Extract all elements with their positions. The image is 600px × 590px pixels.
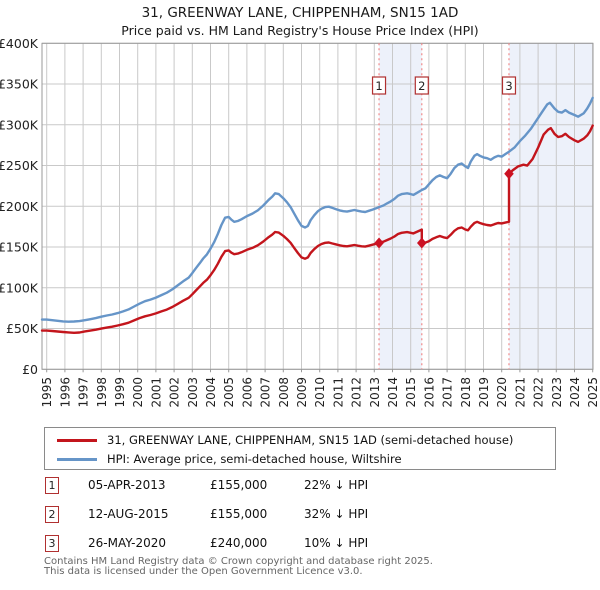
footer-line1: Contains HM Land Registry data © Crown c… [44,556,433,567]
sale-marker [504,168,514,180]
x-tick-label: 2002 [168,377,182,408]
x-tick-label: 2008 [277,377,291,408]
y-tick-label: £300K [0,117,39,132]
sale-row-date: 12-AUG-2015 [88,507,169,521]
sale-number-label: 2 [418,79,425,93]
x-tick-label: 2011 [331,377,345,408]
price-history-chart: 1 2 3 £0 £50K £100K £150K £200K £250K £300K £350K £… [0,36,600,408]
x-tick-label: 2015 [404,377,418,408]
legend-line-swatch [57,457,97,461]
x-tick-label: 2012 [350,377,364,408]
y-tick-label: £50K [6,321,39,336]
x-tick-label: 2018 [459,377,473,408]
x-tick-label: 2022 [532,377,546,408]
sale-row-price: £240,000 [210,536,268,550]
y-tick-label: £100K [0,280,39,295]
legend-item: HPI: Average price, semi-detached house,… [45,449,402,469]
sale-row-date: 05-APR-2013 [88,478,166,492]
x-tick-label: 2000 [131,377,145,408]
x-tick-label: 2025 [586,377,600,408]
price-paid-line [40,124,594,334]
y-tick-label: £200K [0,199,39,214]
chart-title: 31, GREENWAY LANE, CHIPPENHAM, SN15 1AD [141,5,459,21]
x-tick-label: 2003 [186,377,200,408]
footer-line2: This data is licensed under the Open Gov… [44,565,363,577]
y-tick-label: £250K [0,158,39,173]
sale-row-hpi-delta: 22% ↓ HPI [304,478,369,492]
legend-line-swatch [57,438,97,442]
x-tick-label: 2006 [240,377,254,408]
legend-label: HPI: Average price, semi-detached house,… [107,452,402,466]
sale-row-number: 3 [45,535,59,552]
y-tick-label: £150K [0,240,39,255]
legend-item: 31, GREENWAY LANE, CHIPPENHAM, SN15 1AD … [45,430,513,450]
sale-row-hpi-delta: 32% ↓ HPI [304,507,369,521]
x-tick-label: 2013 [368,377,382,408]
sale-number-box [414,76,429,95]
sale-number-box [501,76,517,95]
chart-legend: 31, GREENWAY LANE, CHIPPENHAM, SN15 1AD … [44,427,556,470]
x-tick-label: 2017 [441,377,455,408]
x-tick-label: 2001 [149,377,163,408]
x-tick-label: 2014 [386,377,400,408]
x-tick-label: 2010 [313,377,327,408]
chart-subtitle: Price paid vs. HM Land Registry's House … [121,23,479,38]
x-tick-label: 1999 [113,377,127,408]
sale-number-label: 3 [505,79,512,93]
sale-row-number: 1 [45,477,59,494]
x-tick-label: 2019 [477,377,491,408]
sale-number-label: 1 [375,79,382,93]
x-tick-label: 2009 [295,377,309,408]
legend-label: 31, GREENWAY LANE, CHIPPENHAM, SN15 1AD … [107,433,514,447]
x-tick-label: 2016 [422,377,436,408]
x-tick-label: 2020 [495,377,509,408]
y-tick-label: £400K [0,36,39,51]
y-tick-label: £350K [0,77,39,92]
sale-marker [374,237,384,249]
sale-row-price: £155,000 [210,507,268,521]
license-footer: Contains HM Land Registry data © Crown c… [44,557,600,577]
hpi-line [40,96,594,323]
x-tick-label: 1998 [95,377,109,408]
sale-marker [417,237,427,249]
x-tick-label: 1995 [40,377,54,408]
sale-row-number: 2 [45,506,59,523]
sale-row-date: 26-MAY-2020 [88,536,167,550]
x-tick-label: 2005 [222,377,236,408]
sale-row: 1 05-APR-2013 £155,000 22% ↓ HPI [0,477,600,496]
sale-number-box [371,76,387,95]
sale-row-price: £155,000 [210,478,268,492]
plot-border [41,42,594,370]
sale-row: 2 12-AUG-2015 £155,000 32% ↓ HPI [0,506,600,525]
y-tick-label: £0 [22,362,38,377]
x-tick-label: 2024 [568,377,582,408]
sale-row: 3 26-MAY-2020 £240,000 10% ↓ HPI [0,535,600,554]
sale-row-hpi-delta: 10% ↓ HPI [304,536,369,550]
x-tick-label: 1996 [58,377,72,408]
x-tick-label: 2004 [204,377,218,408]
x-tick-label: 2021 [513,377,527,408]
x-tick-label: 2007 [259,377,273,408]
x-tick-label: 2023 [550,377,564,408]
x-tick-label: 1997 [77,377,91,408]
